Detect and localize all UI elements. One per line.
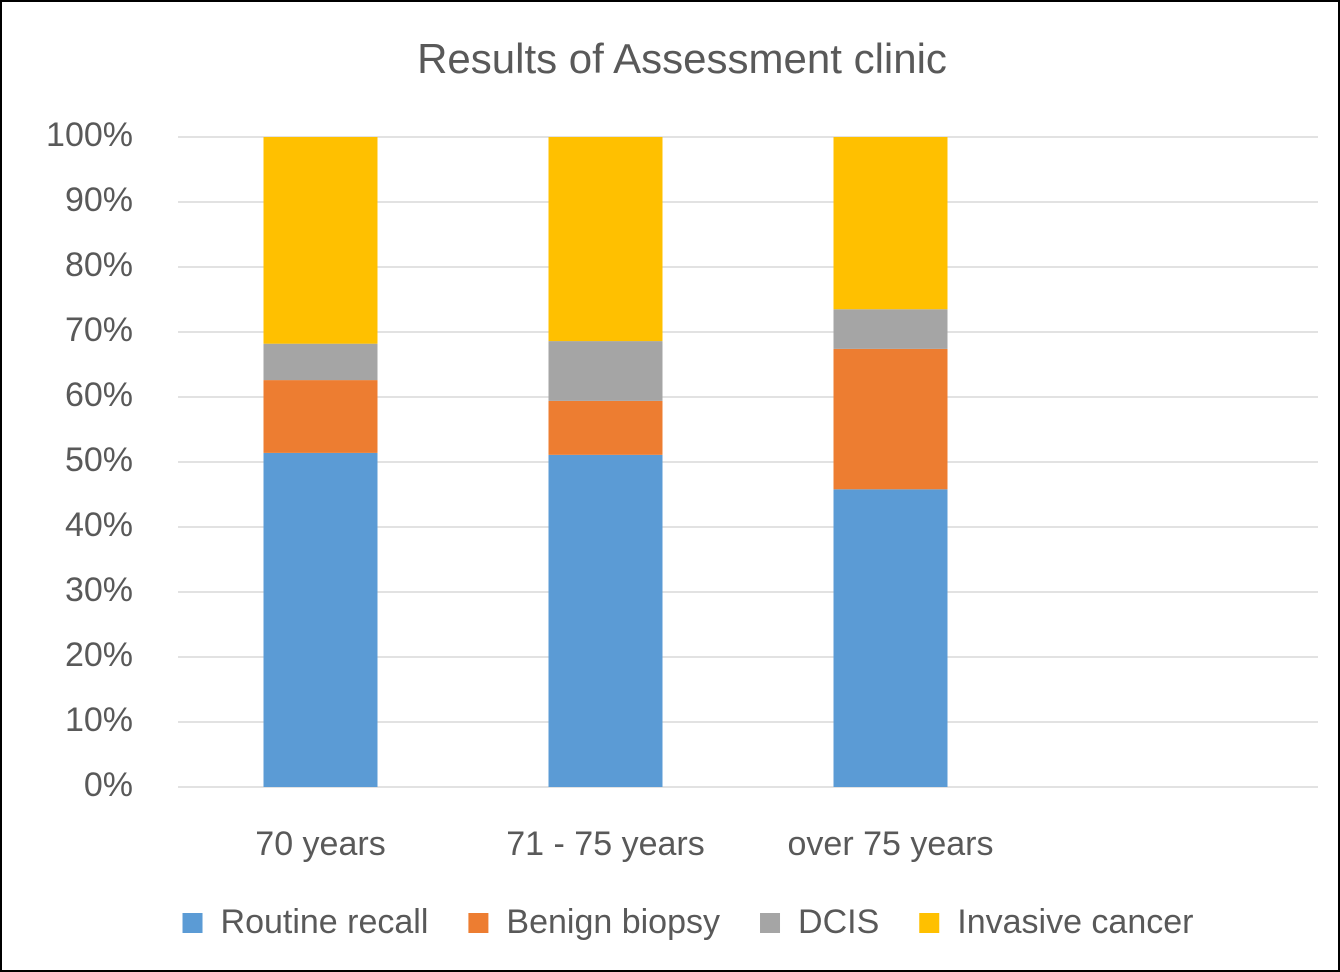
bar-segment bbox=[833, 137, 948, 310]
legend-swatch bbox=[760, 913, 781, 933]
y-tick-label: 30% bbox=[65, 571, 133, 609]
y-tick-label: 90% bbox=[65, 181, 133, 219]
legend-swatch bbox=[468, 913, 489, 933]
bar-segment bbox=[263, 380, 378, 453]
legend-swatch bbox=[919, 913, 940, 933]
y-tick-label: 70% bbox=[65, 311, 133, 349]
bar-segment bbox=[548, 400, 663, 455]
x-tick-label: 71 - 75 years bbox=[506, 825, 704, 863]
y-tick-label: 80% bbox=[65, 246, 133, 284]
bar-segment bbox=[548, 137, 663, 342]
y-tick-label: 100% bbox=[46, 116, 133, 154]
bar-segment bbox=[263, 452, 378, 787]
x-tick-label: 70 years bbox=[255, 825, 385, 863]
x-tick-label: over 75 years bbox=[788, 825, 994, 863]
y-tick-label: 50% bbox=[65, 441, 133, 479]
bar-segment bbox=[263, 343, 378, 381]
y-tick-label: 40% bbox=[65, 506, 133, 544]
chart-title: Results of Assessment clinic bbox=[417, 35, 947, 82]
legend-label: DCIS bbox=[798, 903, 879, 941]
y-tick-label: 0% bbox=[84, 766, 133, 804]
y-tick-label: 10% bbox=[65, 701, 133, 739]
legend-label: Invasive cancer bbox=[957, 903, 1193, 941]
legend-label: Routine recall bbox=[221, 903, 429, 941]
legend-swatch bbox=[182, 913, 203, 933]
y-tick-label: 20% bbox=[65, 636, 133, 674]
bar-segment bbox=[548, 341, 663, 401]
bar-segment bbox=[833, 489, 948, 787]
legend-label: Benign biopsy bbox=[506, 903, 720, 941]
bar-segment bbox=[548, 454, 663, 787]
bar-segment bbox=[833, 348, 948, 490]
bar-segment bbox=[833, 309, 948, 349]
y-tick-label: 60% bbox=[65, 376, 133, 414]
bar-segment bbox=[263, 137, 378, 344]
